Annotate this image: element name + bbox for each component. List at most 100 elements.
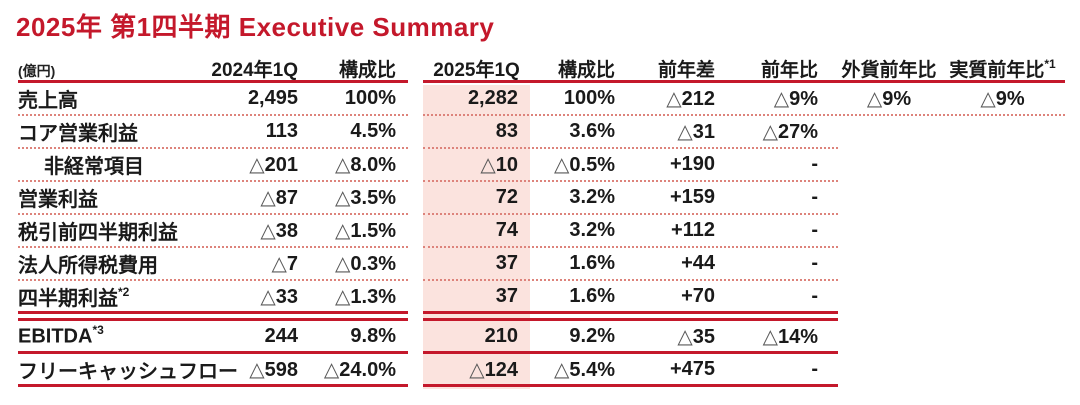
row-label: コア営業利益 — [18, 123, 138, 145]
column-header-real-yoy: 実質前年比*1 — [949, 56, 1056, 81]
table-cell: △5.4% — [554, 357, 615, 381]
table-cell: △0.5% — [554, 152, 615, 176]
row-label: 法人所得税費用 — [18, 255, 158, 277]
table-cell: 100% — [344, 87, 396, 109]
triangle-decrease-mark: △ — [335, 152, 351, 176]
triangle-decrease-mark: △ — [866, 86, 883, 110]
page-title: 2025年 第1四半期 Executive Summary — [16, 12, 495, 42]
table-row: 四半期利益*2 △33 △1.3% 37 1.6% +70 - — [18, 280, 1065, 313]
table-cell: 37 — [495, 285, 518, 307]
triangle-decrease-mark: △ — [249, 152, 265, 176]
table-cell: - — [811, 252, 818, 274]
table-cell: 2,282 — [467, 87, 518, 109]
table-cell: 72 — [495, 186, 518, 208]
table-cell: △10 — [480, 152, 518, 176]
row-label: 税引前四半期利益 — [18, 222, 178, 244]
column-header-yoy-diff: 前年差 — [657, 60, 715, 81]
table-cell: △1.5% — [335, 218, 396, 242]
table-cell: △9% — [866, 86, 912, 110]
table-cell: △598 — [249, 357, 298, 381]
table-row: 営業利益 △87 △3.5% 72 3.2% +159 - — [18, 181, 1065, 214]
table-cell: 37 — [495, 252, 518, 274]
table-cell: 83 — [495, 120, 518, 142]
table-cell: 3.6% — [569, 120, 615, 142]
table-cell: - — [811, 285, 818, 307]
row-label: 四半期利益*2 — [18, 285, 130, 310]
table-cell: △87 — [260, 185, 298, 209]
financial-summary-table: (億円) 2024年1Q 構成比 2025年1Q 構成比 前年差 前年比 外貨前… — [18, 54, 1065, 389]
table-cell: +70 — [681, 285, 715, 307]
table-cell: △9% — [773, 86, 818, 110]
table-row: 非経常項目 △201 △8.0% △10 △0.5% +190 - — [18, 148, 1065, 181]
table-cell: 244 — [264, 325, 298, 347]
table-cell: △35 — [677, 324, 715, 348]
triangle-decrease-mark: △ — [323, 357, 340, 381]
table-cell: △31 — [677, 119, 715, 143]
footnote-marker-1: *1 — [1044, 56, 1056, 71]
triangle-decrease-mark: △ — [335, 284, 351, 308]
table-cell: +112 — [671, 219, 715, 241]
triangle-decrease-mark: △ — [677, 119, 693, 143]
table-cell: - — [811, 186, 818, 208]
triangle-decrease-mark: △ — [554, 152, 570, 176]
table-row: EBITDA*3 244 9.8% 210 9.2% △35 △14% — [18, 320, 1065, 353]
triangle-decrease-mark: △ — [335, 251, 351, 275]
table-cell: +44 — [681, 252, 715, 274]
table-cell: △14% — [762, 324, 818, 348]
table-cell: △3.5% — [335, 185, 396, 209]
row-label: フリーキャッシュフロー — [18, 361, 238, 383]
triangle-decrease-mark: △ — [469, 357, 485, 381]
table-cell: △38 — [260, 218, 298, 242]
table-cell: +159 — [669, 186, 715, 208]
table-cell: △212 — [666, 86, 715, 110]
table-cell: △33 — [260, 284, 298, 308]
table-cell: - — [811, 219, 818, 241]
table-row: コア営業利益 113 4.5% 83 3.6% △31 △27% — [18, 115, 1065, 148]
table-header-row: (億円) 2024年1Q 構成比 2025年1Q 構成比 前年差 前年比 外貨前… — [18, 54, 1065, 82]
table-cell: △9% — [980, 86, 1025, 110]
table-cell: 100% — [563, 87, 615, 109]
table-cell: △124 — [469, 357, 518, 381]
table-cell: +475 — [669, 358, 715, 380]
table-cell: △27% — [762, 119, 818, 143]
row-label: 非経常項目 — [44, 156, 144, 178]
table-row: 法人所得税費用 △7 △0.3% 37 1.6% +44 - — [18, 247, 1065, 280]
table-cell: - — [811, 153, 818, 175]
table-cell: △0.3% — [335, 251, 396, 275]
table-cell: +190 — [669, 153, 715, 175]
column-header-2024q1: 2024年1Q — [211, 60, 298, 81]
table-cell: 210 — [484, 325, 518, 347]
column-header-yoy-pct: 前年比 — [760, 60, 818, 81]
table-cell: △201 — [249, 152, 298, 176]
triangle-decrease-mark: △ — [677, 324, 693, 348]
table-cell: △24.0% — [323, 357, 396, 381]
table-cell: 9.2% — [569, 325, 615, 347]
row-label: 営業利益 — [18, 189, 98, 211]
triangle-decrease-mark: △ — [980, 86, 996, 110]
triangle-decrease-mark: △ — [773, 86, 790, 110]
table-cell: 3.2% — [569, 186, 615, 208]
triangle-decrease-mark: △ — [260, 218, 276, 242]
triangle-decrease-mark: △ — [335, 218, 351, 242]
table-cell: 9.8% — [350, 325, 396, 347]
row-label: 売上高 — [18, 90, 78, 112]
table-cell: 2,495 — [247, 87, 298, 109]
triangle-decrease-mark: △ — [335, 185, 351, 209]
table-row: 売上高 2,495 100% 2,282 100% △212 △9% △9% △… — [18, 82, 1065, 115]
triangle-decrease-mark: △ — [762, 119, 778, 143]
table-row: 税引前四半期利益 △38 △1.5% 74 3.2% +112 - — [18, 214, 1065, 247]
table-cell: 3.2% — [569, 219, 615, 241]
table-cell: 1.6% — [569, 285, 615, 307]
footnote-marker-3: *3 — [92, 323, 104, 338]
triangle-decrease-mark: △ — [260, 185, 276, 209]
triangle-decrease-mark: △ — [762, 324, 778, 348]
triangle-decrease-mark: △ — [260, 284, 276, 308]
triangle-decrease-mark: △ — [480, 152, 496, 176]
table-cell: △1.3% — [335, 284, 396, 308]
table-cell: 74 — [495, 219, 518, 241]
column-header-share-2025: 構成比 — [557, 60, 615, 81]
table-row: フリーキャッシュフロー △598 △24.0% △124 △5.4% +475 … — [18, 353, 1065, 386]
table-cell: △8.0% — [335, 152, 396, 176]
current-quarter-highlight-band — [423, 85, 530, 389]
